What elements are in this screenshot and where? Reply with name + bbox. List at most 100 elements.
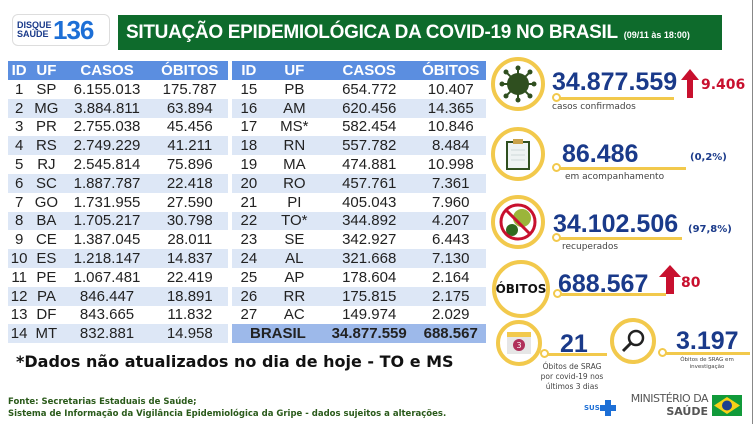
- disque-saude-logo: DISQUE SAÚDE 136: [12, 14, 110, 46]
- table-cell: 7: [14, 193, 24, 211]
- column-header: ID: [232, 61, 266, 80]
- clipboard-icon: [491, 127, 545, 181]
- table-cell: BA: [30, 211, 63, 231]
- underline: [545, 353, 607, 356]
- underline: [556, 237, 682, 240]
- underline: [556, 167, 686, 170]
- table-cell: RS: [30, 136, 63, 156]
- sus-text: SUS: [584, 404, 600, 412]
- brazil-flag-icon: [712, 395, 742, 416]
- table-cell: 2.164: [431, 268, 470, 286]
- sus-logo: SUS: [584, 400, 616, 416]
- logo-line1: DISQUE: [17, 20, 52, 30]
- underline-dot: [658, 348, 667, 357]
- table-cell: SE: [284, 231, 305, 249]
- table-cell: 832.881: [62, 324, 152, 344]
- table-cell: 14: [8, 324, 31, 344]
- table-row: 10 ES 1.218.147 14.837: [8, 249, 228, 268]
- frame-border: [752, 0, 753, 424]
- table-cell: 4.207: [415, 211, 486, 231]
- table-cell: 582.454: [342, 118, 397, 136]
- table-cell: 41.211: [151, 136, 228, 156]
- table-cell: RR: [265, 286, 323, 306]
- table-cell: 4: [8, 136, 31, 156]
- arrow-up-icon: [659, 265, 681, 277]
- states-table-left: ID UF CASOS ÓBITOS 1 SP 6.155.013 175.787 2 MG 3.8…: [8, 61, 228, 344]
- sus-cross-icon: [599, 400, 616, 416]
- deaths-badge: ÓBITOS: [492, 260, 550, 318]
- column-header: CASOS: [322, 61, 416, 80]
- source-text: Fonte: Secretarias Estaduais de Saúde; S…: [8, 396, 446, 420]
- table-cell: 1.387.045: [73, 231, 141, 249]
- total-cell: 688.567: [415, 324, 486, 344]
- magnifier-icon: [610, 318, 656, 364]
- table-cell: 28.011: [167, 231, 213, 249]
- ministry-line2: SAÚDE: [666, 405, 708, 418]
- table-cell: SP: [36, 80, 57, 98]
- table-row: 8 BA 1.705.217 30.798: [8, 211, 228, 231]
- confirmed-cases-value: 34.877.559: [552, 68, 678, 96]
- recovered-pct: (97,8%): [688, 224, 732, 235]
- table-row: 19 MA 474.881 10.998: [232, 155, 486, 174]
- table-row: 20 RO 457.761 7.361: [232, 173, 486, 193]
- table-cell: 14.958: [151, 324, 228, 344]
- table-row: 24 AL 321.668 7.130: [232, 249, 486, 268]
- table-cell: 22: [232, 211, 266, 231]
- table-cell: 557.782: [322, 136, 416, 156]
- confirmed-increase: 9.406: [701, 77, 746, 93]
- table-cell: 1.887.787: [62, 173, 152, 193]
- table-row: 9 CE 1.387.045 28.011: [8, 230, 228, 249]
- footnote: *Dados não atualizados no dia de hoje - …: [16, 352, 454, 371]
- ministry-logo: MINISTÉRIO DA SAÚDE: [620, 392, 709, 418]
- page-title: SITUAÇÃO EPIDEMIOLÓGICA DA COVID-19 NO B…: [126, 21, 618, 43]
- table-cell: RO: [265, 173, 323, 193]
- table-cell: 620.456: [322, 98, 416, 118]
- recovered-label: recuperados: [562, 242, 619, 252]
- deaths-badge-label: ÓBITOS: [495, 282, 547, 296]
- table-cell: 19: [240, 156, 258, 174]
- table-cell: 8.484: [415, 136, 486, 156]
- table-cell: 405.043: [342, 193, 397, 211]
- table-cell: 22.418: [151, 173, 228, 193]
- table-cell: DF: [36, 306, 57, 324]
- table-row: 3 PR 2.755.038 45.456: [8, 118, 228, 137]
- table-cell: 3: [14, 118, 24, 136]
- virus-icon: [491, 57, 545, 111]
- table-cell: 30.798: [151, 211, 228, 231]
- table-cell: 2: [8, 98, 31, 118]
- table-cell: 846.447: [62, 286, 152, 306]
- monitoring-label: em acompanhamento: [565, 172, 665, 182]
- table-cell: 7.130: [415, 249, 486, 268]
- table-cell: 10.998: [427, 156, 474, 174]
- table-cell: MS*: [280, 118, 309, 136]
- table-cell: 9: [14, 231, 24, 249]
- calendar-number: 3: [516, 341, 521, 350]
- table-cell: 24: [232, 249, 266, 268]
- underline-dot: [552, 233, 561, 242]
- table-cell: PA: [30, 286, 63, 306]
- table-cell: 342.927: [342, 231, 397, 249]
- table-cell: GO: [34, 193, 59, 211]
- table-cell: 10.407: [427, 80, 474, 98]
- total-row: BRASIL 34.877.559 688.567: [232, 324, 486, 344]
- table-cell: 6: [8, 173, 31, 193]
- srag-investigation-value: 3.197: [676, 327, 739, 355]
- table-cell: 175.787: [162, 80, 217, 98]
- table-cell: 75.896: [166, 156, 213, 174]
- table-row: 6 SC 1.887.787 22.418: [8, 173, 228, 193]
- table-cell: 2.029: [431, 306, 470, 324]
- table-cell: 1.705.217: [62, 211, 152, 231]
- table-cell: 18: [232, 136, 266, 156]
- title-bar: SITUAÇÃO EPIDEMIOLÓGICA DA COVID-19 NO B…: [118, 15, 722, 50]
- table-cell: 22.419: [166, 268, 213, 286]
- table-cell: 20: [232, 173, 266, 193]
- table-cell: CE: [35, 231, 57, 249]
- table-cell: 18.891: [151, 286, 228, 306]
- table-cell: 6.443: [431, 231, 470, 249]
- table-cell: AM: [265, 98, 323, 118]
- table-cell: 344.892: [322, 211, 416, 231]
- table-row: 14 MT 832.881 14.958: [8, 324, 228, 344]
- table-cell: 321.668: [322, 249, 416, 268]
- table-cell: 27.590: [166, 193, 213, 211]
- table-row: 4 RS 2.749.229 41.211: [8, 136, 228, 156]
